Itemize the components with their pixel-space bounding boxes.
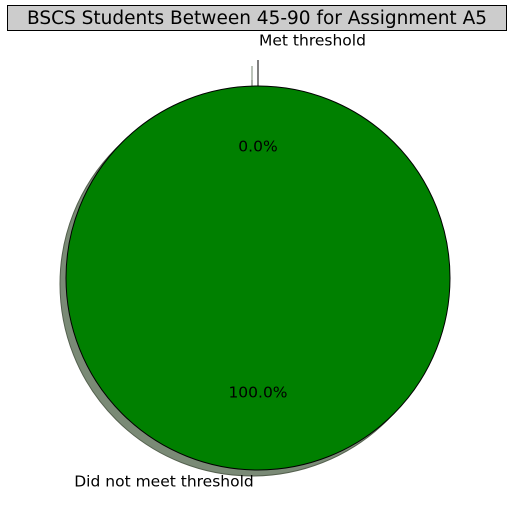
- pie-labels: Met threshold 0.0% Did not meet threshold 1…: [74, 32, 366, 491]
- pie-slice-1: [65, 85, 451, 471]
- slice-percent-1: 100.0%: [228, 384, 287, 402]
- slice-percent-0: 0.0%: [238, 137, 277, 155]
- slice-label-1: Did not meet threshold: [74, 473, 254, 491]
- pie-slices: [65, 60, 451, 471]
- chart-title: BSCS Students Between 45-90 for Assignme…: [7, 5, 507, 31]
- slice-label-0: Met threshold: [259, 32, 366, 50]
